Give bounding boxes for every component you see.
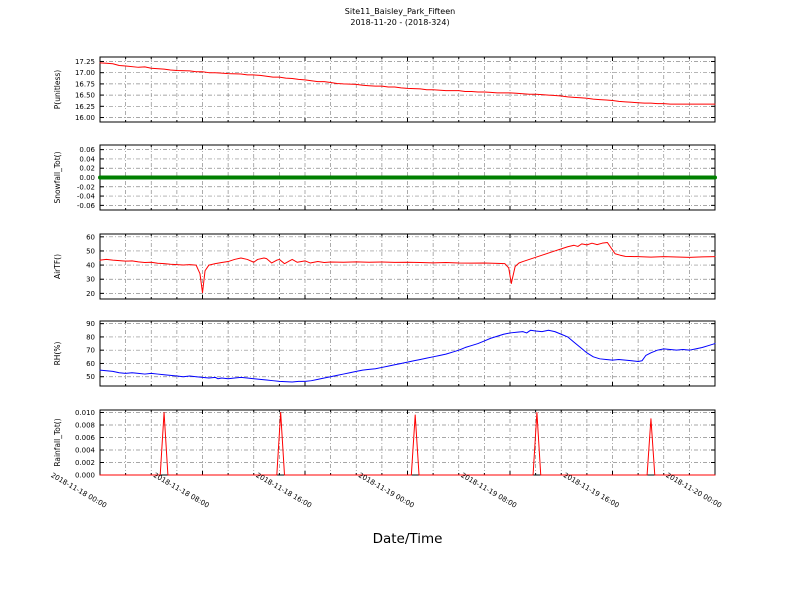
y-tick-label: 0.02	[79, 165, 95, 173]
y-tick-label: 0.010	[75, 409, 95, 417]
x-tick-label: 2018-11-18 08:00	[152, 471, 211, 509]
y-axis-label-rh: RH(%)	[53, 342, 62, 366]
y-axis-label-airtf: AirTF()	[53, 254, 62, 279]
panel-airtf: 20 30 40 50 60 AirTF()	[53, 233, 716, 300]
y-tick-label: 0.002	[75, 459, 95, 467]
y-tick-label: 0.04	[79, 155, 95, 163]
x-axis-title: Date/Time	[372, 531, 443, 547]
y-tick-label: 0.008	[75, 422, 95, 430]
x-tick-label: 2018-11-19 00:00	[357, 471, 416, 509]
y-tick-label: -0.06	[77, 202, 96, 210]
y-tick-label: 17.25	[75, 58, 95, 66]
panel-rainfall-tot: 0.000 0.002 0.004 0.006 0.008 0.010 Rainfall_T…	[53, 409, 716, 480]
series-p-unitless	[99, 62, 716, 105]
y-tick-label: -0.02	[77, 183, 95, 191]
y-tick-label: 0.06	[79, 146, 95, 154]
series-rh	[99, 329, 716, 383]
y-tick-label: 40	[86, 262, 95, 270]
y-tick-label: 16.50	[75, 92, 95, 100]
chart-title: Site11_Baisley_Park_Fifteen	[344, 7, 456, 16]
y-axis-label-p-unitless: P(unitless)	[53, 70, 62, 109]
y-tick-label: -0.04	[77, 193, 96, 201]
y-tick-label: 0.00	[79, 174, 95, 182]
x-tick-label: 2018-11-19 16:00	[562, 471, 621, 509]
x-tick-label: 2018-11-20 00:00	[664, 471, 723, 509]
y-axis-label-rainfall-tot: Rainfall_Tot()	[53, 418, 62, 466]
series-rainfall-tot	[99, 412, 716, 476]
y-tick-label: 20	[86, 290, 95, 298]
y-tick-label: 50	[86, 373, 95, 381]
x-tick-label: 2018-11-19 08:00	[459, 471, 518, 509]
y-tick-label: 30	[86, 276, 95, 284]
y-tick-label: 90	[86, 320, 95, 328]
y-tick-label: 0.004	[75, 447, 96, 455]
y-axis-label-snowfall-tot: Snowfall_Tot()	[53, 151, 62, 203]
chart-subtitle: 2018-11-20 - (2018-324)	[350, 18, 450, 27]
y-tick-label: 0.006	[75, 434, 96, 442]
y-tick-label: 16.25	[75, 103, 95, 111]
x-tick-label: 2018-11-18 16:00	[254, 471, 313, 509]
panel-snowfall-tot: -0.06-0.04 -0.020.000.02 0.040.06 Snowfall_…	[53, 144, 717, 211]
y-tick-label: 60	[86, 233, 95, 241]
y-tick-label: 70	[86, 347, 95, 355]
y-tick-label: 50	[86, 247, 95, 255]
panel-rh: 50 60 70 80 90 RH(%)	[53, 320, 716, 387]
y-tick-label: 16.75	[75, 80, 95, 88]
series-airtf	[99, 241, 716, 294]
y-tick-label: 60	[86, 360, 95, 368]
panel-p-unitless: 16.00 16.25 16.50 16.75 17.00 17.25 P(unitless…	[53, 56, 716, 123]
y-tick-label: 80	[86, 333, 95, 341]
x-tick-labels: 2018-11-18 00:00 2018-11-18 08:00 2018-11-…	[49, 471, 723, 509]
y-tick-label: 16.00	[75, 114, 95, 122]
y-tick-label: 0.000	[75, 472, 95, 480]
y-tick-label: 17.00	[75, 69, 95, 77]
